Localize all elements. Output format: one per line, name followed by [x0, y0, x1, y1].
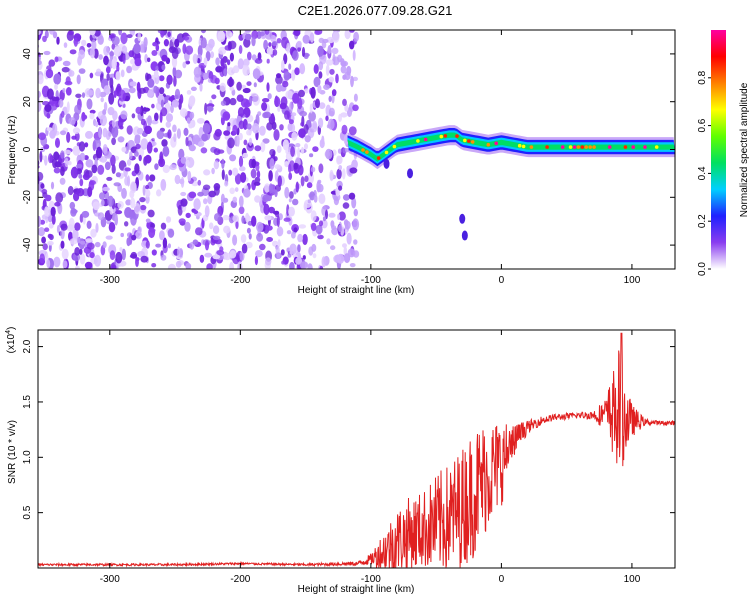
colorbar-strip [711, 30, 726, 269]
snr-x-label: Height of straight line (km) [298, 584, 415, 595]
isolated-feature [461, 230, 468, 241]
signal-track-core [347, 132, 675, 162]
y-tick-label: 1.5 [22, 395, 33, 409]
snr-plot-area [38, 330, 675, 568]
y-tick-label: -20 [22, 190, 33, 205]
colorbar-tick-label: 0.8 [697, 70, 708, 84]
x-tick-label: -300 [100, 574, 120, 585]
isolated-feature [407, 168, 414, 179]
snr-y-label: SNR (10 * v/v) [7, 420, 18, 484]
y-tick-label: 1.0 [22, 450, 33, 464]
snr-y-scale-label: (x104) [5, 327, 17, 354]
signal-track-peaks [361, 134, 659, 160]
y-tick-label: 2.0 [22, 339, 33, 353]
isolated-feature [383, 158, 390, 169]
snr-panel: -300 -200 -100 0 100 0.5 1.0 1.5 2.0 Height of … [5, 327, 676, 595]
chart-title: C2E1.2026.077.09.28.G21 [298, 3, 453, 18]
y-tick-label: 0.5 [22, 505, 33, 519]
colorbar-tick-label: 0.0 [697, 262, 708, 276]
snr-x-ticks: -300 -200 -100 0 100 [100, 330, 641, 585]
colorbar-label: Normalized spectral amplitude [739, 82, 750, 217]
x-tick-label: -100 [361, 275, 381, 286]
y-tick-label: 40 [22, 48, 33, 60]
snr-frame [37, 329, 676, 569]
x-tick-label: 0 [499, 574, 505, 585]
x-tick-label: -200 [230, 574, 250, 585]
spectrogram-x-label: Height of straight line (km) [298, 285, 415, 296]
colorbar-tick-label: 0.2 [697, 214, 708, 228]
snr-series-line [38, 332, 675, 568]
colorbar-tick-label: 0.4 [697, 166, 708, 180]
x-tick-label: -300 [100, 275, 120, 286]
spectrogram-y-label: Frequency (Hz) [7, 116, 18, 185]
colorbar-ticks: 0.0 0.2 0.4 0.6 0.8 [697, 70, 711, 276]
spectrogram-x-ticks: -300 -200 -100 0 100 [100, 30, 641, 286]
x-tick-label: 100 [624, 275, 641, 286]
y-tick-label: -40 [22, 237, 33, 252]
x-tick-label: -100 [361, 574, 381, 585]
y-tick-label: 20 [22, 96, 33, 108]
colorbar: 0.0 0.2 0.4 0.6 0.8 Normalized spectral ampl… [697, 30, 750, 276]
snr-y-ticks: 0.5 1.0 1.5 2.0 [22, 339, 675, 520]
spectrogram-marks [38, 30, 675, 269]
spectrogram-y-ticks: -40 -20 0 20 40 [22, 48, 675, 252]
colorbar-tick-label: 0.6 [697, 118, 708, 132]
isolated-feature [459, 213, 466, 224]
spectrogram-noise-texture [38, 30, 360, 269]
y-tick-label: 0 [22, 146, 33, 152]
x-tick-label: -200 [230, 275, 250, 286]
x-tick-label: 100 [624, 574, 641, 585]
x-tick-label: 0 [499, 275, 505, 286]
snr-y-scale: (x104) [5, 327, 17, 354]
